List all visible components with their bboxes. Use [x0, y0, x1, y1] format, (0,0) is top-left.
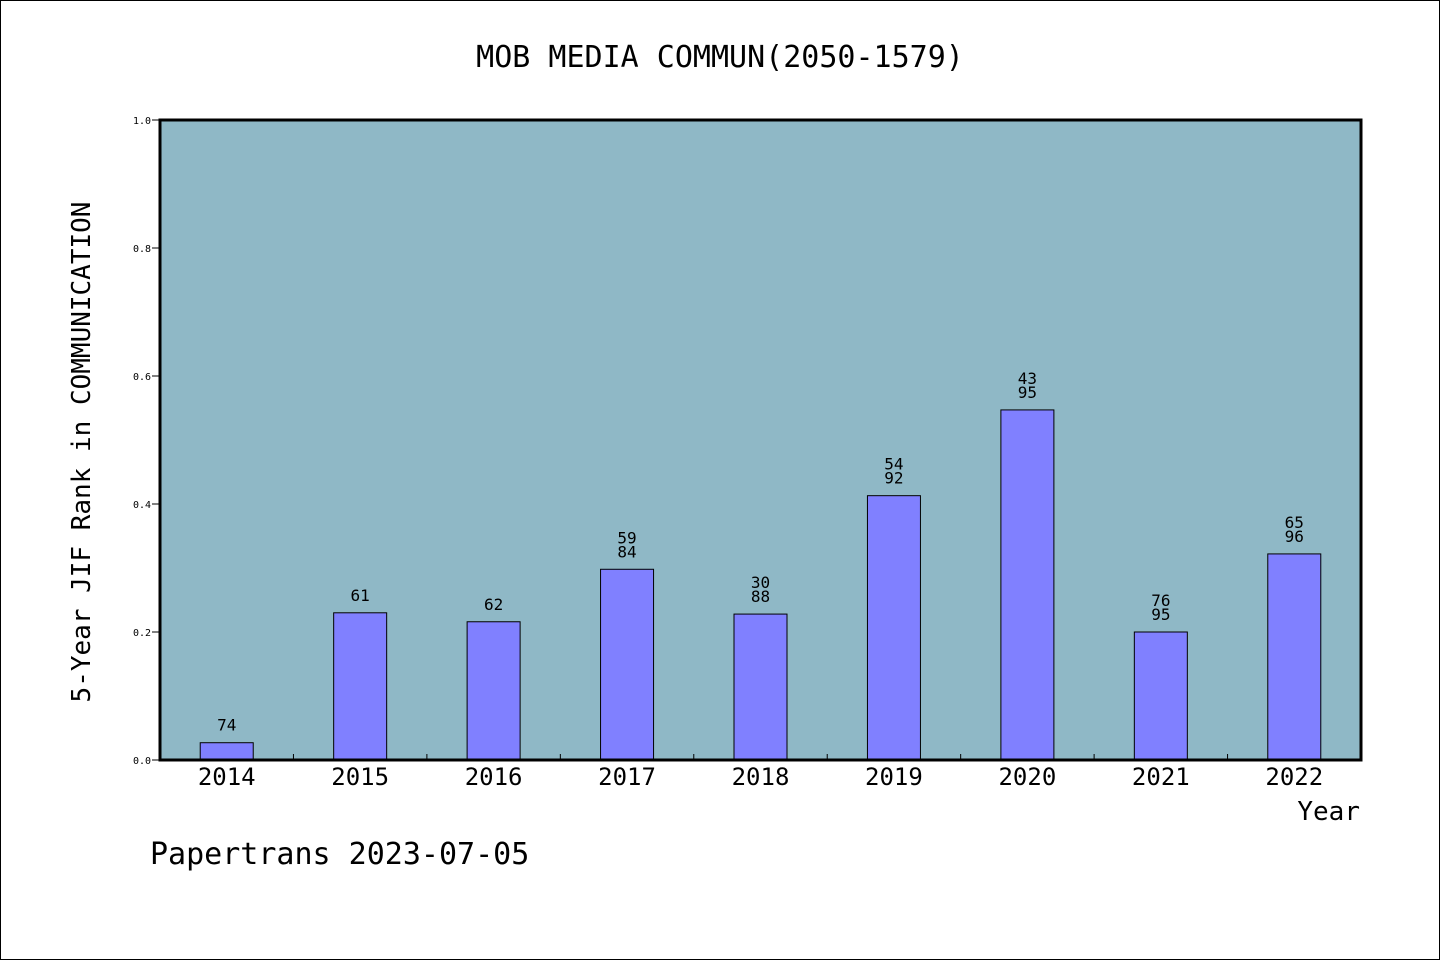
x-tick-label: 2020 — [998, 763, 1056, 791]
bar-2020 — [1000, 409, 1055, 761]
bar-2018 — [733, 613, 788, 761]
bar-2022 — [1267, 553, 1322, 761]
bar-2019 — [866, 495, 921, 761]
x-tick-label: 2017 — [598, 763, 656, 791]
y-axis-ticks: 0.0 0.2 0.4 0.6 0.8 1.0 — [133, 116, 160, 767]
y-axis-label: 5-Year JIF Rank in COMMUNICATION — [67, 202, 97, 703]
bar-data-label: 92 — [884, 469, 903, 488]
x-tick-label: 2021 — [1132, 763, 1190, 791]
x-axis-ticks: 2014 2015 2016 2017 2018 2019 2020 2021 2022 — [198, 754, 1323, 791]
y-tick-label: 0.2 — [133, 628, 151, 639]
footer-text: Papertrans 2023-07-05 — [150, 837, 529, 872]
bar-data-label: 61 — [351, 586, 370, 605]
bar-data-label: 30 — [751, 573, 770, 592]
bar-data-label: 74 — [217, 716, 236, 735]
bar-data-label: 76 — [1151, 591, 1170, 610]
x-tick-label: 2018 — [732, 763, 790, 791]
y-tick-label: 1.0 — [133, 116, 151, 127]
x-tick-label: 2022 — [1265, 763, 1323, 791]
bar-2015 — [333, 612, 388, 761]
x-axis-label: Year — [1297, 797, 1360, 827]
bar-2017 — [600, 568, 655, 761]
x-tick-label: 2016 — [465, 763, 523, 791]
bar-data-label: 95 — [1018, 383, 1037, 402]
bar-data-label: 65 — [1285, 513, 1304, 532]
bar-data-label: 88 — [751, 587, 770, 606]
bar-2016 — [466, 621, 521, 761]
x-tick-label: 2015 — [331, 763, 389, 791]
bar-data-label: 59 — [617, 528, 636, 547]
bar-data-label: 54 — [884, 455, 903, 474]
bar-data-label: 62 — [484, 595, 503, 614]
bar-2014 — [199, 742, 254, 761]
y-tick-label: 0.4 — [133, 500, 151, 511]
x-tick-label: 2014 — [198, 763, 256, 791]
y-tick-label: 0.0 — [133, 756, 151, 767]
x-tick-label: 2019 — [865, 763, 923, 791]
bar-data-label: 95 — [1151, 605, 1170, 624]
plot-border — [158, 118, 1363, 762]
chart-title: MOB MEDIA COMMUN(2050-1579) — [476, 40, 964, 75]
bar-data-label: 84 — [617, 542, 636, 561]
y-tick-label: 0.8 — [133, 244, 151, 255]
bar-data-label: 43 — [1018, 369, 1037, 388]
y-tick-label: 0.6 — [133, 372, 151, 383]
bar-series — [199, 409, 1322, 761]
bar-data-label: 96 — [1285, 527, 1304, 546]
bar-2021 — [1133, 631, 1188, 761]
